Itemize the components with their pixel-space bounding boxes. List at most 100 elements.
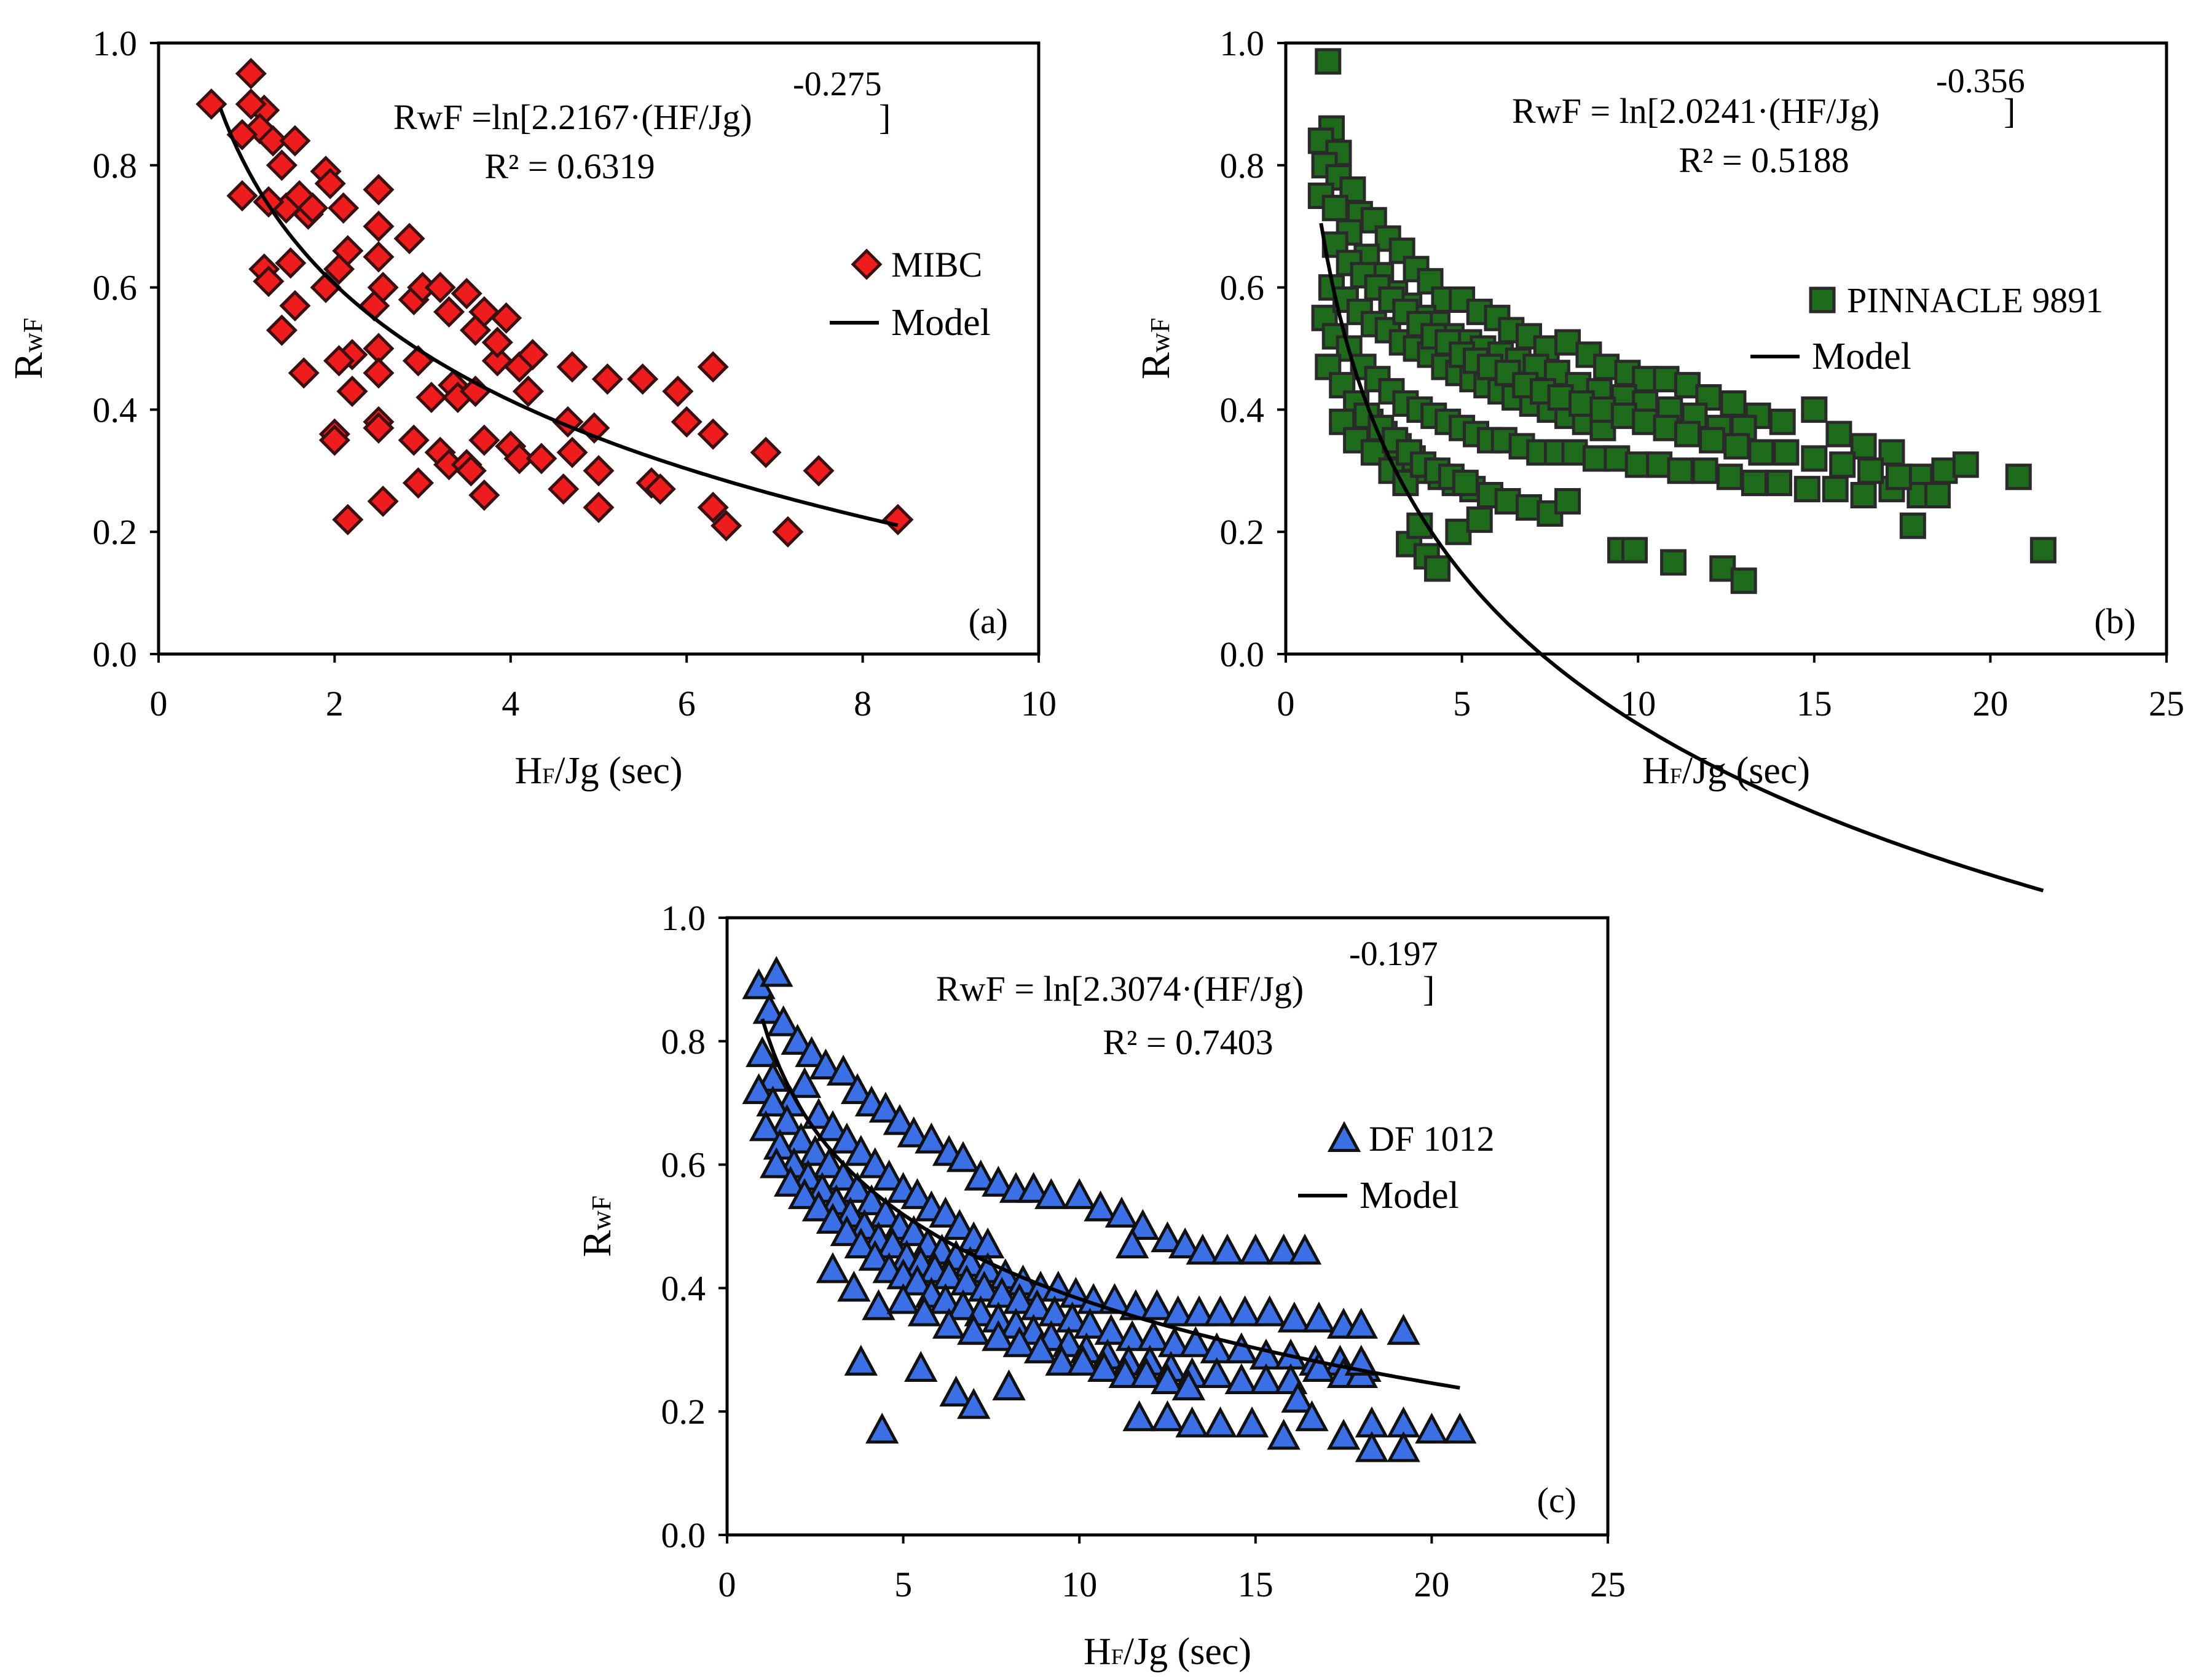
x-tick-label: 25 — [1590, 1564, 1626, 1604]
r-squared-label: R² = 0.6319 — [484, 146, 655, 186]
data-point — [367, 485, 399, 518]
data-point — [583, 455, 615, 487]
data-point — [1691, 457, 1718, 484]
data-point — [1002, 1326, 1036, 1357]
data-point — [1621, 537, 1648, 564]
legend-marker — [1327, 1121, 1361, 1153]
data-point — [964, 1159, 998, 1191]
data-point — [644, 473, 676, 505]
data-point — [525, 443, 557, 475]
data-point — [1667, 457, 1694, 484]
data-point — [946, 1141, 980, 1172]
data-point — [433, 296, 465, 328]
data-point — [1171, 1369, 1206, 1401]
x-tick-label: 25 — [2149, 684, 2184, 724]
data-point — [1829, 451, 1856, 478]
data-point — [363, 357, 395, 389]
equation-label: RwF = ln[2.0241·(HF/Jg) — [1512, 91, 1879, 131]
data-point — [363, 210, 395, 242]
x-tick-label: 0 — [150, 684, 168, 724]
data-point — [883, 1104, 917, 1135]
data-point — [1281, 1381, 1315, 1413]
data-point — [1387, 1314, 1420, 1345]
data-point — [1151, 1221, 1184, 1253]
y-tick-label: 0.6 — [661, 1145, 706, 1185]
data-point — [803, 455, 835, 487]
y-tick-label: 0.6 — [93, 268, 138, 308]
data-point — [481, 345, 513, 377]
data-point — [1175, 1406, 1209, 1438]
data-point — [253, 266, 285, 298]
data-point — [760, 956, 793, 987]
data-point — [697, 418, 729, 450]
data-point — [749, 1110, 783, 1142]
data-point — [627, 363, 659, 395]
x-tick-label: 6 — [678, 684, 696, 724]
data-point — [982, 1320, 1015, 1351]
data-point — [801, 1190, 836, 1221]
data-point — [1129, 1357, 1163, 1389]
y-axis-label: RwF — [6, 318, 51, 379]
data-point — [1084, 1190, 1117, 1221]
data-point — [2029, 537, 2057, 564]
data-point — [1098, 1283, 1132, 1314]
equation-close-bracket: ] — [879, 97, 891, 137]
data-point — [840, 1172, 875, 1203]
y-tick-label: 0.8 — [661, 1022, 706, 1062]
x-tick-label: 15 — [1238, 1564, 1273, 1604]
data-point — [1108, 1357, 1142, 1389]
data-point — [1885, 463, 1912, 491]
data-point — [858, 1239, 892, 1271]
data-point — [900, 1178, 934, 1209]
y-tick-label: 0.8 — [1220, 146, 1265, 186]
panel-label: (c) — [1537, 1480, 1576, 1520]
data-point — [1210, 1233, 1245, 1265]
data-point — [468, 296, 500, 328]
x-tick-label: 20 — [1972, 684, 2008, 724]
data-point — [801, 1098, 836, 1129]
data-point — [897, 1215, 931, 1247]
data-point — [1716, 463, 1743, 491]
data-point — [1857, 457, 1884, 484]
data-point — [865, 1413, 899, 1444]
data-point — [932, 1258, 966, 1290]
equation-close-bracket: ] — [2004, 91, 2015, 131]
data-point — [398, 424, 430, 456]
data-point — [235, 58, 267, 90]
data-point — [1899, 512, 1926, 539]
data-point — [1321, 194, 1348, 221]
data-point — [1773, 439, 1800, 466]
data-point — [1249, 1363, 1283, 1395]
data-point — [468, 424, 500, 456]
data-point — [840, 1073, 875, 1105]
legend-series-label: DF 1012 — [1369, 1119, 1495, 1159]
data-point — [1443, 1413, 1477, 1444]
data-point — [1020, 1289, 1054, 1320]
data-point — [756, 1085, 790, 1117]
x-tick-label: 0 — [1277, 684, 1295, 724]
data-point — [1017, 1172, 1050, 1203]
x-tick-label: 20 — [1414, 1564, 1449, 1604]
data-point — [1186, 1233, 1220, 1265]
data-point — [512, 376, 544, 408]
data-point — [1295, 1400, 1329, 1432]
x-tick-label: 8 — [854, 684, 872, 724]
data-point — [1200, 1357, 1234, 1389]
data-point — [1445, 518, 1472, 545]
data-point — [279, 290, 311, 321]
data-point — [402, 467, 434, 499]
data-point — [1387, 1431, 1420, 1462]
data-point — [195, 88, 227, 120]
x-axis-label: HF/Jg (sec) — [514, 750, 682, 792]
data-point — [1253, 1295, 1286, 1327]
data-point — [1720, 390, 1747, 417]
y-tick-label: 0.0 — [93, 634, 138, 674]
data-point — [1423, 555, 1450, 582]
data-point — [1315, 48, 1342, 75]
data-point — [787, 1178, 822, 1209]
data-point — [781, 1023, 814, 1055]
data-point — [1115, 1227, 1149, 1259]
data-point — [900, 1264, 934, 1296]
data-point — [1224, 1363, 1259, 1395]
legend-marker — [1809, 286, 1836, 314]
